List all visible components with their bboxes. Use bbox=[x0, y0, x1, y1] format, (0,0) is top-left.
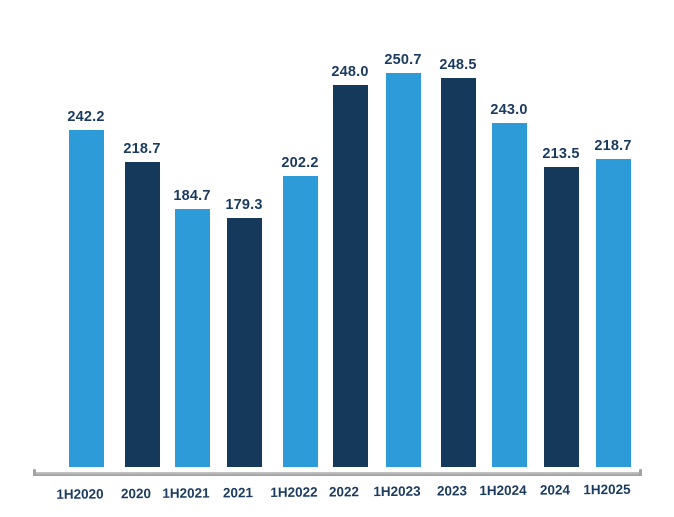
bar-2021 bbox=[226, 218, 262, 467]
tick-label-1H2023: 1H2023 bbox=[373, 483, 421, 500]
bar-2023 bbox=[440, 78, 476, 467]
tick-label-1H2022: 1H2022 bbox=[270, 484, 318, 500]
bar-1H2025 bbox=[595, 159, 631, 467]
x-axis-line bbox=[33, 469, 642, 476]
tick-label-2023: 2023 bbox=[436, 483, 468, 499]
tick-label-1H2021: 1H2021 bbox=[162, 485, 210, 501]
bar-1H2021 bbox=[174, 209, 210, 467]
bar-value-label: 250.7 bbox=[384, 52, 422, 68]
tick-label-1H2025: 1H2025 bbox=[583, 481, 631, 498]
bar-value-label: 218.7 bbox=[123, 141, 161, 157]
bar-value-label: 218.7 bbox=[594, 138, 632, 154]
bar-value-label: 248.5 bbox=[439, 57, 477, 73]
tick-label-2020: 2020 bbox=[120, 486, 152, 502]
bar-value-label: 243.0 bbox=[490, 102, 528, 118]
bar-value-label: 202.2 bbox=[281, 155, 319, 171]
bar-1H2024 bbox=[491, 123, 527, 467]
bar-value-label: 242.2 bbox=[67, 109, 105, 125]
bar-1H2023 bbox=[385, 73, 421, 467]
bar-1H2020 bbox=[68, 130, 104, 467]
bar-2022 bbox=[332, 85, 368, 467]
tick-label-2024: 2024 bbox=[539, 482, 571, 498]
tick-label-2022: 2022 bbox=[328, 484, 360, 500]
bar-1H2022 bbox=[282, 176, 318, 467]
tick-label-2021: 2021 bbox=[222, 485, 254, 501]
bar-value-label: 179.3 bbox=[225, 197, 263, 213]
bar-2020 bbox=[124, 162, 160, 467]
tick-label-1H2020: 1H2020 bbox=[56, 486, 104, 502]
bar-value-label: 248.0 bbox=[331, 64, 369, 80]
tick-label-1H2024: 1H2024 bbox=[479, 482, 527, 499]
bar-value-label: 213.5 bbox=[542, 146, 580, 162]
bar-value-label: 184.7 bbox=[173, 188, 211, 204]
bar-2024 bbox=[543, 167, 579, 467]
